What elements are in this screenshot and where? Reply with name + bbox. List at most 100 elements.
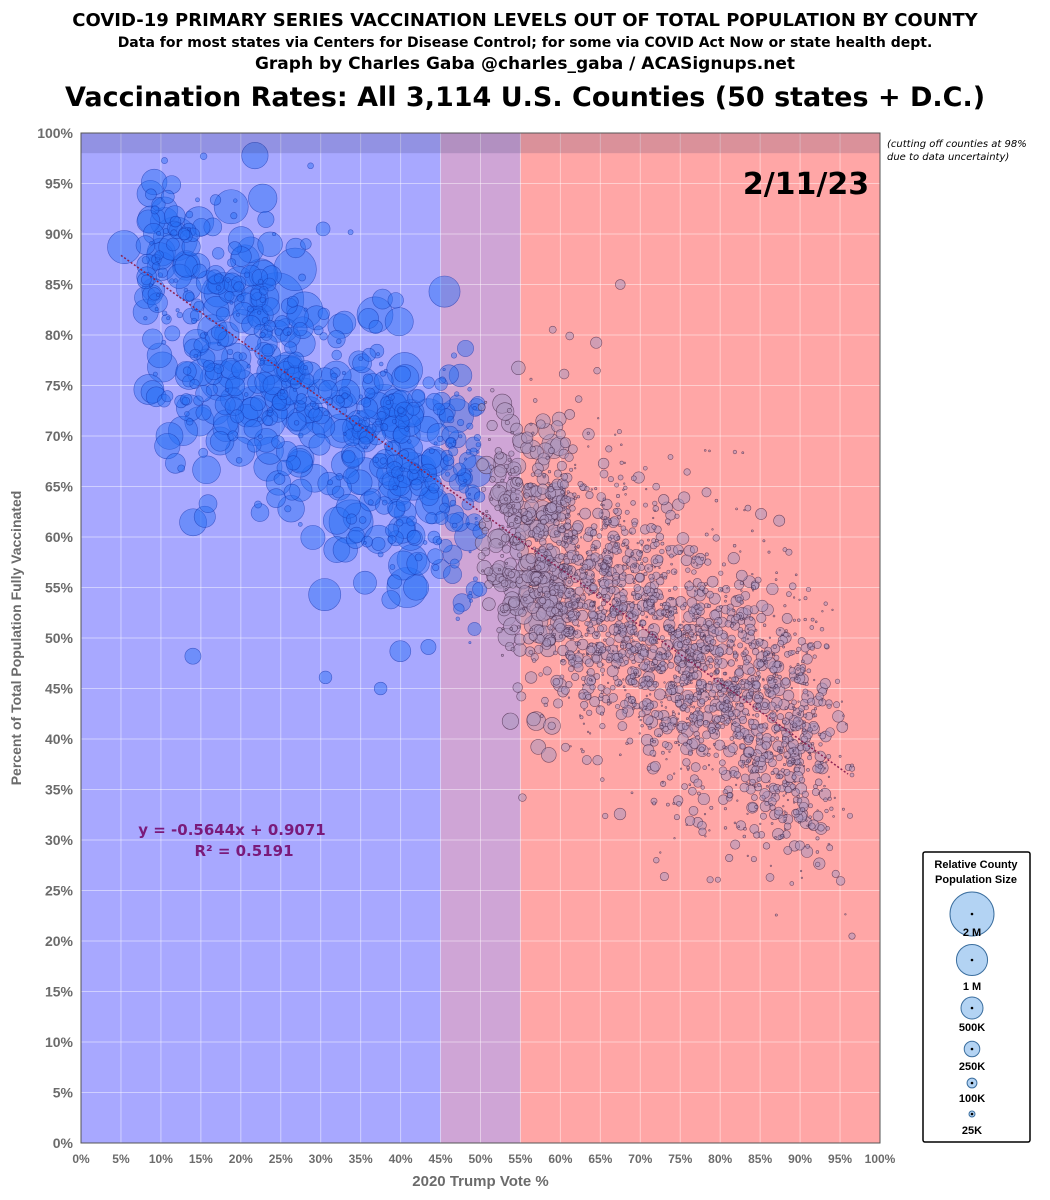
county-bubble — [709, 648, 712, 652]
county-bubble — [697, 628, 703, 634]
county-bubble — [553, 530, 559, 536]
county-bubble — [568, 659, 576, 667]
county-bubble — [722, 671, 727, 676]
county-bubble — [727, 552, 740, 565]
county-bubble — [730, 722, 734, 726]
county-bubble — [213, 363, 224, 374]
county-bubble — [625, 561, 628, 564]
county-bubble — [155, 422, 184, 450]
county-bubble — [647, 725, 652, 730]
county-bubble — [638, 653, 642, 656]
county-bubble — [152, 262, 161, 271]
county-bubble — [247, 438, 262, 453]
county-bubble — [566, 490, 570, 494]
county-bubble — [145, 386, 167, 408]
county-bubble — [680, 549, 683, 553]
county-bubble — [236, 294, 245, 302]
county-bubble — [775, 710, 779, 713]
county-bubble — [812, 810, 824, 822]
county-bubble — [559, 518, 562, 521]
county-bubble — [632, 581, 636, 584]
county-bubble — [176, 311, 183, 319]
county-bubble — [392, 484, 399, 491]
y-axis-label: Percent of Total Population Fully Vaccin… — [8, 491, 24, 786]
county-bubble — [560, 630, 566, 636]
county-bubble — [660, 723, 663, 726]
county-bubble — [576, 611, 581, 617]
county-bubble — [237, 236, 264, 264]
county-bubble — [644, 593, 648, 597]
county-bubble — [216, 360, 246, 390]
county-bubble — [762, 539, 766, 543]
county-bubble — [537, 586, 543, 593]
county-bubble — [587, 593, 591, 596]
county-bubble — [707, 681, 712, 685]
county-bubble — [590, 336, 603, 349]
county-bubble — [660, 701, 663, 704]
county-bubble — [584, 620, 590, 627]
county-bubble — [629, 602, 636, 609]
county-bubble — [676, 532, 690, 545]
county-bubble — [529, 445, 536, 452]
county-bubble — [668, 750, 671, 753]
county-bubble — [517, 625, 521, 629]
county-bubble — [707, 644, 710, 648]
county-bubble — [181, 396, 190, 406]
county-bubble — [652, 592, 657, 597]
county-bubble — [545, 508, 549, 511]
county-bubble — [560, 609, 564, 613]
x-tick-label: 25% — [269, 1152, 293, 1166]
county-bubble — [685, 638, 691, 644]
county-bubble — [147, 292, 168, 313]
y-tick-label: 35% — [45, 782, 74, 798]
county-bubble — [512, 508, 518, 513]
county-bubble — [784, 755, 788, 759]
county-bubble — [773, 654, 780, 661]
county-bubble — [229, 300, 234, 305]
county-bubble — [623, 482, 626, 485]
county-bubble — [621, 640, 624, 644]
county-bubble — [768, 695, 771, 698]
county-bubble — [315, 221, 331, 237]
county-bubble — [389, 564, 396, 570]
county-bubble — [807, 727, 813, 733]
county-bubble — [472, 581, 488, 597]
county-bubble — [332, 310, 357, 335]
county-bubble — [727, 690, 731, 693]
county-bubble — [298, 360, 314, 376]
county-bubble — [529, 627, 534, 632]
county-bubble — [666, 569, 671, 574]
county-bubble — [689, 705, 692, 708]
county-bubble — [666, 802, 670, 807]
county-bubble — [266, 320, 290, 343]
county-bubble — [756, 777, 762, 782]
county-bubble — [258, 285, 269, 296]
county-bubble — [684, 694, 691, 700]
county-bubble — [796, 662, 800, 666]
county-bubble — [720, 632, 728, 640]
county-bubble — [712, 728, 717, 733]
county-bubble — [261, 343, 275, 357]
county-bubble — [406, 530, 421, 544]
county-bubble — [676, 723, 680, 727]
county-bubble — [569, 618, 572, 621]
county-bubble — [758, 723, 764, 729]
county-bubble — [574, 463, 577, 467]
county-bubble — [211, 324, 228, 341]
y-tick-label: 90% — [45, 226, 74, 242]
county-bubble — [737, 665, 741, 668]
county-bubble — [630, 678, 638, 685]
county-bubble — [689, 695, 694, 700]
county-bubble — [433, 441, 438, 446]
county-bubble — [180, 393, 193, 406]
legend-bubble-center-0 — [970, 912, 974, 916]
county-bubble — [650, 662, 655, 666]
county-bubble — [441, 493, 456, 508]
county-bubble — [658, 566, 661, 570]
county-bubble — [700, 785, 705, 790]
county-bubble — [749, 694, 752, 697]
county-bubble — [550, 496, 554, 500]
county-bubble — [540, 574, 544, 578]
county-bubble — [635, 642, 641, 649]
county-bubble — [688, 787, 697, 796]
